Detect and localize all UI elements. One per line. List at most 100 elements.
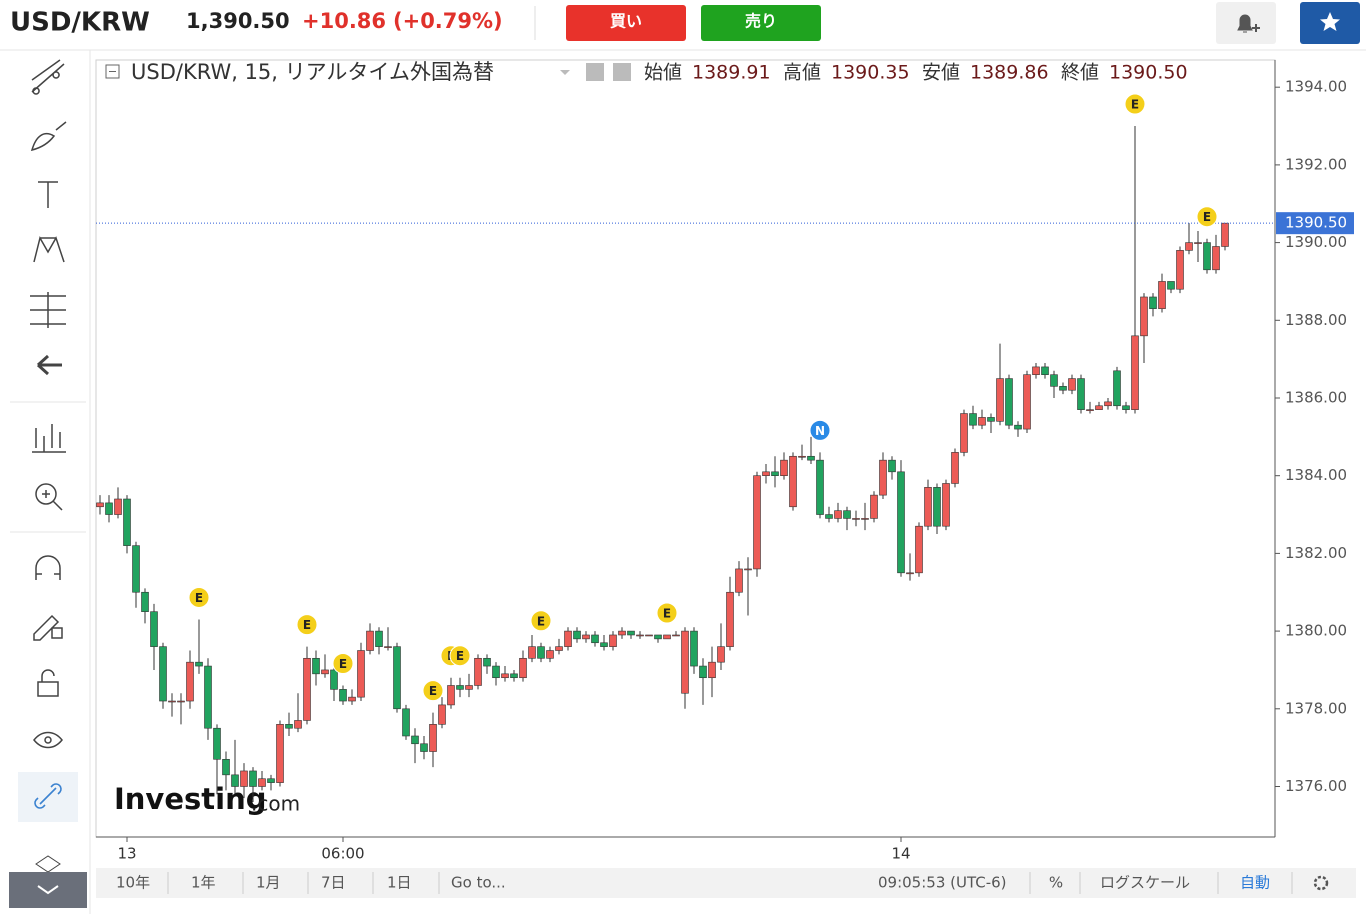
candle-body [645, 634, 653, 637]
chevron [37, 885, 59, 895]
candle-body [240, 770, 248, 787]
candle-body [843, 510, 851, 519]
candle-body [483, 657, 491, 667]
candle-body [1005, 378, 1013, 426]
visibility-tool[interactable] [33, 731, 63, 749]
candle-body [753, 475, 761, 570]
candle-body [204, 665, 212, 729]
eye-icon[interactable] [586, 63, 604, 81]
candle-body [501, 673, 509, 679]
candle-body [618, 630, 626, 636]
candle-body [969, 413, 977, 426]
percent-toggle[interactable]: % [1049, 874, 1063, 892]
candle-body [933, 487, 941, 527]
layers-icon [35, 855, 61, 873]
candle-body [978, 417, 986, 426]
fib-tool[interactable] [30, 292, 66, 328]
candle-body [942, 483, 950, 527]
log-toggle[interactable]: ログスケール [1100, 874, 1190, 892]
range-button[interactable]: 10年 [116, 874, 150, 892]
candle-body [1014, 424, 1022, 430]
event-marker[interactable] [809, 419, 831, 441]
candle-body [996, 378, 1004, 422]
magnet-tool[interactable] [35, 555, 61, 580]
event-label: E [537, 614, 545, 628]
candle-body [321, 669, 329, 675]
y-tick-label: 1390.00 [1285, 233, 1347, 251]
candle-body [1113, 370, 1121, 407]
y-tick-label: 1394.00 [1285, 78, 1347, 96]
candle-body [699, 665, 707, 679]
zoom-tool[interactable] [35, 483, 63, 511]
candle-body [1176, 250, 1184, 290]
event-marker[interactable] [188, 586, 210, 608]
lock-draw-tool[interactable] [33, 614, 63, 641]
settings-button[interactable] [1313, 875, 1329, 891]
candle-body [600, 642, 608, 647]
legend-values: 始値 1389.91 高値 1390.35 安値 1389.86 終値 1390.50 [644, 62, 1188, 84]
text-tool[interactable] [38, 181, 58, 208]
legend-label: 始値 [644, 62, 682, 84]
pattern-tool[interactable] [33, 236, 65, 263]
sell-button[interactable] [701, 5, 821, 41]
buy-button[interactable] [566, 5, 686, 41]
last-price-label: 1390.50 [1285, 214, 1347, 232]
gear-icon[interactable] [613, 63, 631, 81]
candle-body [960, 413, 968, 453]
candle-body [474, 657, 482, 686]
range-button[interactable]: 1日 [387, 874, 412, 892]
back-tool[interactable] [36, 354, 62, 376]
candle-body [1221, 222, 1229, 247]
event-marker[interactable] [422, 680, 444, 702]
range-button[interactable]: 1年 [191, 874, 216, 892]
trend-tool[interactable] [31, 59, 65, 95]
y-tick-label: 1392.00 [1285, 155, 1347, 173]
y-tick-label: 1380.00 [1285, 622, 1347, 640]
event-marker[interactable] [656, 602, 678, 624]
candle-body [1149, 296, 1157, 309]
candle-body [537, 646, 545, 659]
candle-body [123, 498, 131, 546]
event-marker[interactable] [1124, 93, 1146, 115]
collapse-button[interactable] [9, 872, 87, 908]
event-marker[interactable] [1196, 206, 1218, 228]
goto[interactable]: Go to... [451, 874, 506, 892]
brush-tool[interactable] [30, 121, 67, 152]
candle-body [852, 518, 860, 520]
collapse-legend[interactable] [105, 64, 120, 79]
auto-toggle[interactable]: 自動 [1240, 874, 1270, 892]
candle-body [987, 417, 995, 422]
indicator-tool[interactable] [32, 424, 66, 453]
event-label: E [303, 618, 311, 632]
event-label: E [195, 591, 203, 605]
candle-body [330, 669, 338, 690]
plot-area [95, 59, 1276, 838]
legend-label: 安値 [922, 62, 960, 84]
candle-body [582, 634, 590, 640]
range-button[interactable]: 7日 [321, 874, 346, 892]
candle-body [1185, 242, 1193, 251]
candle-body [888, 459, 896, 473]
change-pct: (+0.79%) [393, 9, 503, 33]
candle-body [609, 634, 617, 647]
candle-body [177, 700, 185, 703]
drawing-toolbar [30, 59, 67, 749]
candle-body [150, 611, 158, 647]
range-button[interactable]: 1月 [256, 874, 281, 892]
candle-body [492, 665, 500, 679]
event-marker[interactable] [449, 645, 471, 667]
candle-body [222, 758, 230, 776]
event-marker[interactable] [332, 652, 354, 674]
link-tool [34, 783, 62, 809]
candle-body [879, 459, 887, 496]
candle-body [384, 646, 392, 648]
candle-body [213, 727, 221, 760]
event-marker[interactable] [530, 610, 552, 632]
candle-body [285, 724, 293, 729]
event-label: E [429, 684, 437, 698]
candle-body [564, 630, 572, 647]
event-marker[interactable] [296, 614, 318, 636]
event-label: E [663, 606, 671, 620]
lock-tool[interactable] [37, 669, 59, 697]
dropdown-caret[interactable] [560, 70, 570, 75]
